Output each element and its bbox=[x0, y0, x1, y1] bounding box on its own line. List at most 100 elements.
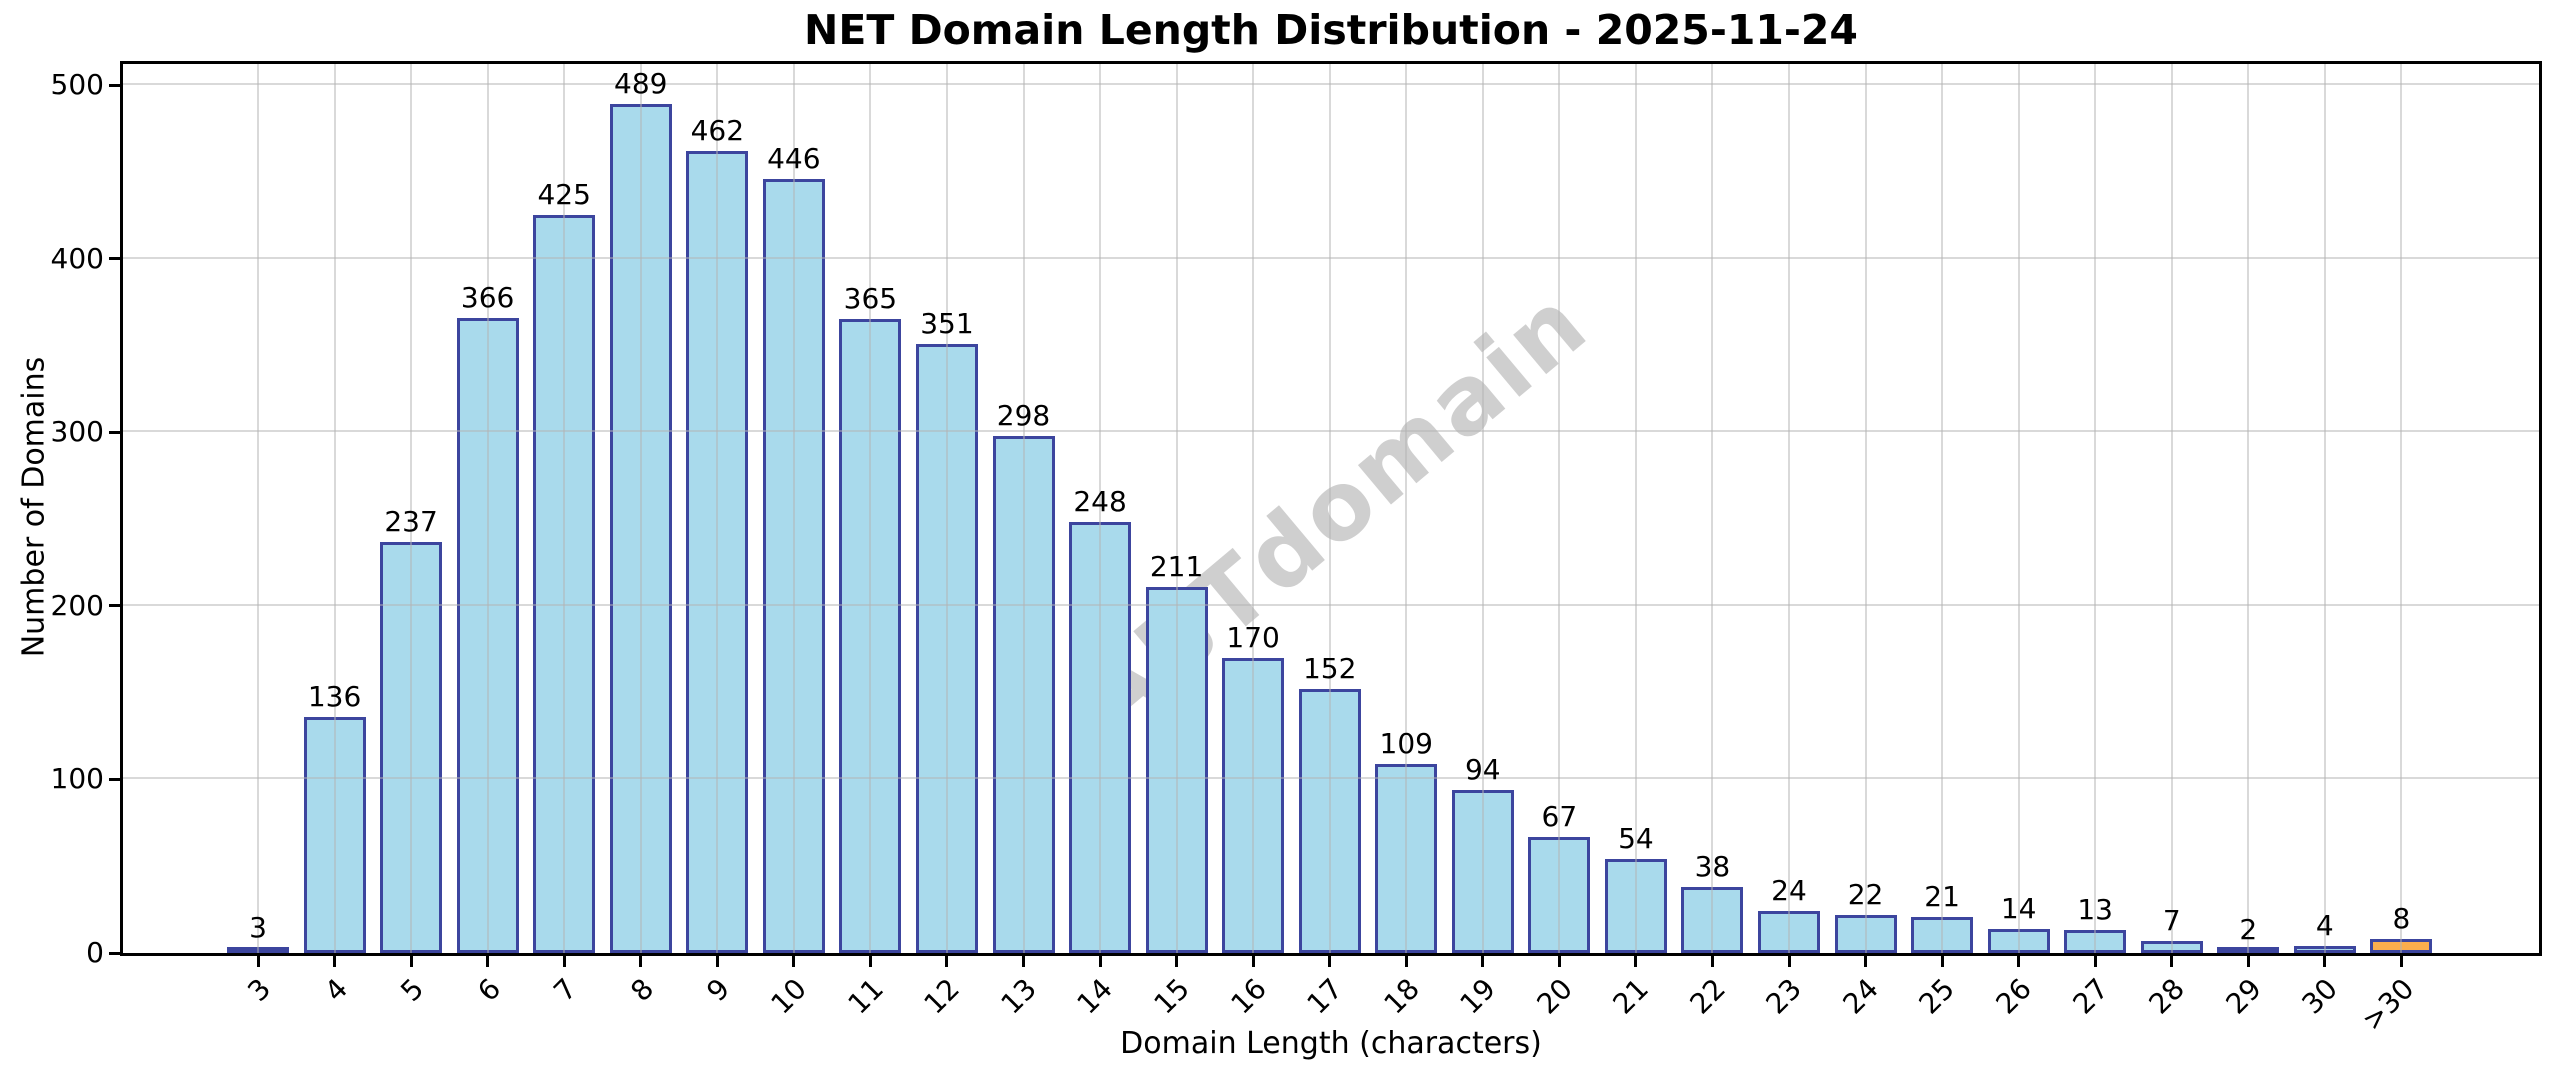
x-gridline bbox=[1175, 64, 1178, 953]
x-tick-label: 10 bbox=[764, 972, 814, 1021]
x-tick-mark bbox=[256, 956, 260, 967]
x-tick-label: 20 bbox=[1530, 972, 1579, 1021]
x-tick-mark bbox=[1557, 956, 1561, 967]
y-tick-label: 300 bbox=[50, 415, 104, 449]
chart-title: NET Domain Length Distribution - 2025-11… bbox=[804, 6, 1858, 54]
x-gridline bbox=[1405, 64, 1408, 953]
x-tick-mark bbox=[486, 956, 490, 967]
bar-value-label: 3 bbox=[249, 910, 267, 944]
y-tick-mark bbox=[109, 83, 121, 87]
bar-value-label: 462 bbox=[690, 113, 745, 147]
x-tick-label: 18 bbox=[1377, 972, 1426, 1021]
y-gridline bbox=[123, 256, 2539, 259]
x-tick-label: 22 bbox=[1683, 972, 1732, 1021]
x-axis-label: Domain Length (characters) bbox=[1120, 1026, 1542, 1061]
bar-value-label: 22 bbox=[1847, 877, 1884, 911]
x-tick-mark bbox=[333, 956, 337, 967]
bar-value-label: 298 bbox=[996, 398, 1051, 432]
x-tick-label: 27 bbox=[2066, 972, 2115, 1021]
x-tick-label: 3 bbox=[241, 972, 278, 1008]
x-tick-label: 6 bbox=[471, 972, 507, 1008]
x-tick-mark bbox=[2093, 956, 2097, 967]
bar-value-label: 2 bbox=[2239, 912, 2258, 946]
bar-value-label: 365 bbox=[843, 282, 898, 316]
x-tick-label: 16 bbox=[1223, 972, 1273, 1021]
bar-value-label: 170 bbox=[1226, 620, 1280, 654]
x-tick-label: 28 bbox=[2142, 972, 2192, 1021]
x-tick-mark bbox=[2246, 956, 2250, 967]
x-tick-label: 5 bbox=[394, 972, 431, 1008]
bar-value-label: 4 bbox=[2315, 909, 2334, 943]
y-gridline bbox=[123, 777, 2539, 780]
x-gridline bbox=[2170, 64, 2173, 953]
y-tick-label: 500 bbox=[50, 68, 104, 101]
x-tick-mark bbox=[1022, 956, 1025, 967]
bar-value-label: 425 bbox=[537, 178, 591, 212]
x-tick-mark bbox=[2017, 956, 2021, 967]
x-tick-mark bbox=[1787, 956, 1791, 967]
x-gridline bbox=[1099, 64, 1102, 953]
y-tick-label: 0 bbox=[86, 936, 104, 969]
x-gridline bbox=[257, 64, 259, 953]
x-tick-mark bbox=[2170, 956, 2174, 967]
bar-value-label: 54 bbox=[1618, 822, 1654, 856]
x-gridline bbox=[2094, 64, 2097, 953]
x-tick-mark bbox=[2323, 956, 2327, 967]
y-tick-mark bbox=[109, 257, 121, 261]
x-tick-label: 13 bbox=[994, 972, 1043, 1021]
x-tick-label: 26 bbox=[1989, 972, 2038, 1021]
x-gridline bbox=[1634, 64, 1637, 953]
x-gridline bbox=[2323, 64, 2326, 953]
x-gridline bbox=[1941, 64, 1944, 953]
x-tick-mark bbox=[1251, 956, 1255, 967]
bar-value-label: 248 bbox=[1073, 485, 1127, 519]
x-tick-label: 30 bbox=[2295, 972, 2345, 1021]
bar-value-label: 136 bbox=[307, 679, 362, 713]
x-tick-mark bbox=[562, 956, 566, 967]
x-tick-mark bbox=[1098, 956, 1102, 967]
bar-value-label: 24 bbox=[1771, 874, 1807, 908]
x-gridline bbox=[1328, 64, 1331, 953]
bar-value-label: 237 bbox=[384, 504, 438, 538]
x-gridline bbox=[2247, 64, 2250, 953]
bar-value-label: 38 bbox=[1694, 850, 1731, 884]
x-tick-mark bbox=[1328, 956, 1332, 967]
plot-area: ABTdomain bbox=[120, 61, 2542, 956]
x-gridline bbox=[486, 64, 489, 953]
y-gridline bbox=[123, 603, 2539, 606]
x-gridline bbox=[1252, 64, 1255, 953]
bar-value-label: 446 bbox=[767, 141, 821, 175]
x-gridline bbox=[1788, 64, 1790, 953]
y-tick-label: 200 bbox=[50, 588, 104, 622]
x-tick-mark bbox=[1481, 956, 1485, 967]
x-tick-label: 23 bbox=[1759, 972, 1809, 1021]
y-tick-label: 100 bbox=[50, 762, 104, 796]
x-tick-label: 12 bbox=[917, 972, 967, 1021]
x-gridline bbox=[639, 64, 642, 953]
x-tick-label: 11 bbox=[841, 972, 890, 1021]
bar-value-label: 13 bbox=[2077, 893, 2113, 927]
x-tick-mark bbox=[792, 956, 796, 967]
bar-value-label: 211 bbox=[1149, 549, 1204, 583]
x-gridline bbox=[792, 64, 795, 953]
y-tick-mark bbox=[109, 777, 121, 781]
x-tick-mark bbox=[1864, 956, 1868, 967]
x-tick-label: 4 bbox=[317, 972, 354, 1008]
x-gridline bbox=[563, 64, 566, 953]
y-gridline bbox=[123, 83, 2539, 85]
x-gridline bbox=[1022, 64, 1025, 953]
x-tick-label: 25 bbox=[1912, 972, 1962, 1021]
x-tick-mark bbox=[1175, 956, 1179, 967]
bar-value-label: 67 bbox=[1541, 799, 1578, 833]
x-tick-mark bbox=[945, 956, 949, 967]
x-tick-mark bbox=[715, 956, 719, 967]
x-tick-mark bbox=[2399, 956, 2403, 967]
bar-value-label: 14 bbox=[2000, 891, 2037, 925]
x-gridline bbox=[1558, 64, 1561, 953]
bar-value-label: 21 bbox=[1924, 879, 1960, 913]
x-tick-label: 17 bbox=[1300, 972, 1350, 1021]
x-tick-label: 9 bbox=[700, 972, 737, 1008]
x-tick-label: 14 bbox=[1070, 972, 1120, 1021]
bar-value-label: 152 bbox=[1302, 652, 1357, 686]
